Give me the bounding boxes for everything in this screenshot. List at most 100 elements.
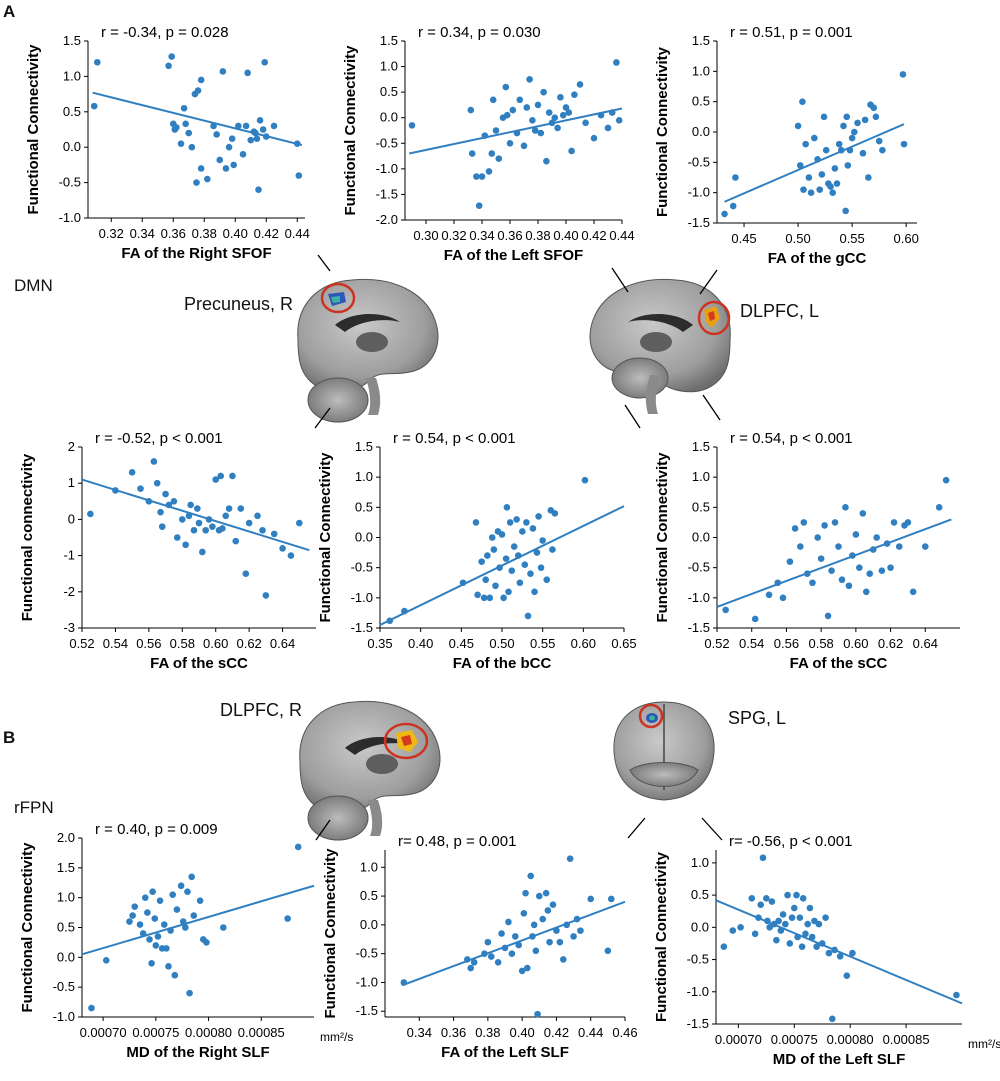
data-point <box>220 924 227 931</box>
x-tick-label: 0.60 <box>894 231 919 246</box>
data-point <box>515 941 523 949</box>
data-point <box>235 122 242 130</box>
data-point <box>537 129 545 137</box>
y-tick-label: 1.0 <box>360 859 378 874</box>
data-point <box>878 567 886 574</box>
data-point <box>151 915 159 922</box>
data-point <box>506 519 514 526</box>
y-tick-label: 2 <box>68 439 75 454</box>
data-point <box>820 113 828 121</box>
data-point <box>137 485 144 492</box>
data-point <box>544 907 552 914</box>
data-point <box>400 979 408 986</box>
data-point <box>519 528 526 535</box>
data-point <box>188 143 196 151</box>
x-tick-label: 0.32 <box>99 226 124 241</box>
data-point <box>824 612 832 620</box>
data-point <box>777 927 785 934</box>
chart-stat-title: r = -0.34, p = 0.028 <box>101 24 229 41</box>
data-point <box>239 150 247 158</box>
data-point <box>194 87 202 94</box>
y-tick-label: -3 <box>63 620 75 635</box>
data-point <box>539 537 546 544</box>
x-tick-label: 0.64 <box>913 636 938 651</box>
x-axis-label: FA of the Left SFOF <box>444 247 583 264</box>
data-point <box>139 930 147 937</box>
y-tick-label: 0.0 <box>63 139 81 154</box>
data-point <box>566 855 574 862</box>
y-tick-label: 0.0 <box>355 530 373 545</box>
data-point <box>488 150 496 157</box>
x-tick-label: 0.00085 <box>883 1032 930 1047</box>
network-label-dmn: DMN <box>14 276 53 295</box>
data-point <box>543 157 550 165</box>
data-point <box>194 505 201 512</box>
data-point <box>244 69 251 77</box>
data-point <box>825 949 833 957</box>
data-point <box>608 109 616 116</box>
scatter-chart-md-left-slf: -1.5 -1.0 -0.5 0.0 0.5 1.0 0.00070 0.00075 0.000… <box>653 833 1000 1068</box>
data-point <box>150 458 158 465</box>
y-tick-label: -1 <box>63 548 75 563</box>
data-point <box>193 179 200 186</box>
data-point <box>467 106 475 114</box>
data-point <box>822 914 829 921</box>
data-point <box>828 567 835 574</box>
data-point <box>861 116 869 124</box>
data-point <box>210 122 217 130</box>
x-tick-label: 0.34 <box>407 1025 432 1040</box>
data-point <box>539 915 547 923</box>
y-axis-label: Functional Connectivity <box>654 46 671 217</box>
data-point <box>802 140 809 148</box>
data-point <box>854 119 861 127</box>
data-point <box>523 519 530 526</box>
data-point <box>468 150 476 157</box>
y-tick-label: 0.5 <box>360 888 378 903</box>
data-point <box>848 134 856 142</box>
data-point <box>514 552 522 559</box>
data-point <box>800 519 808 526</box>
data-point <box>482 576 490 584</box>
data-point <box>146 936 153 943</box>
data-point <box>508 950 516 957</box>
data-point <box>494 958 502 966</box>
x-tick-label: 0.42 <box>544 1025 569 1040</box>
chart-stat-title: r = 0.51, p = 0.001 <box>730 24 853 41</box>
data-point <box>576 81 584 88</box>
data-point <box>553 927 560 934</box>
x-tick-label: 0.30 <box>413 228 438 243</box>
x-tick-label: 0.36 <box>441 1025 466 1040</box>
data-point <box>90 102 98 110</box>
roi-circle-precuneus <box>320 282 356 314</box>
data-point <box>520 142 528 150</box>
data-point <box>722 606 729 614</box>
data-point <box>729 927 737 934</box>
x-tick-label: 0.45 <box>731 231 756 246</box>
x-tick-label: 0.56 <box>774 636 799 651</box>
data-point <box>205 516 213 523</box>
data-point <box>559 956 567 963</box>
scatter-chart-right-sfof: -1.0 -0.5 0.0 0.5 1.0 1.5 0.32 0.34 0.36 0.38 0.40… <box>25 24 310 262</box>
data-point <box>817 555 825 562</box>
data-point <box>879 146 886 154</box>
x-tick-label: 0.44 <box>578 1025 603 1040</box>
data-point <box>587 895 595 903</box>
y-tick-label: -0.5 <box>59 175 81 190</box>
x-tick-label: 0.00080 <box>827 1032 874 1047</box>
data-point <box>870 104 878 112</box>
brain-sagittal-dlpfc-left <box>589 278 731 414</box>
data-point <box>518 967 526 975</box>
data-point <box>256 116 264 124</box>
y-tick-label: 2.0 <box>57 830 75 845</box>
data-point <box>294 843 302 851</box>
data-point <box>842 207 849 215</box>
data-point <box>242 122 250 130</box>
x-axis-label: MD of the Right SLF <box>126 1044 269 1061</box>
y-tick-label: 0.5 <box>692 499 710 514</box>
data-point <box>484 938 492 946</box>
y-tick-label: -1.0 <box>356 974 378 989</box>
data-point <box>529 116 536 124</box>
data-point <box>615 116 623 124</box>
data-point <box>531 588 538 596</box>
y-tick-label: -2.0 <box>376 212 398 227</box>
